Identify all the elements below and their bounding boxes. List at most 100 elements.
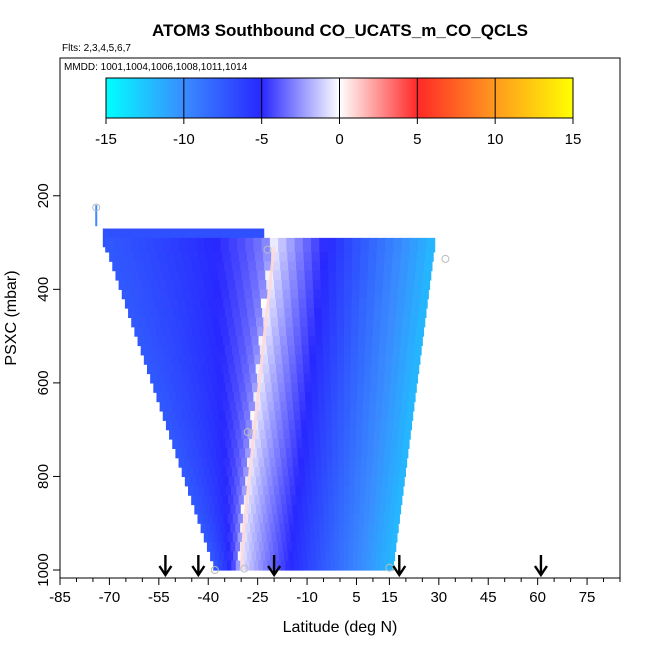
heatmap-cell [321, 476, 329, 487]
heatmap-cell [150, 308, 159, 318]
heatmap-cell [240, 392, 248, 403]
heatmap-cell [238, 251, 248, 262]
heatmap-cell [282, 467, 289, 478]
heatmap-cell [294, 523, 300, 534]
heatmap-cell [223, 429, 230, 440]
heatmap-cell [395, 504, 402, 515]
heatmap-cell [364, 345, 373, 356]
heatmap-cell [285, 560, 291, 571]
heatmap-cell [327, 485, 334, 496]
heatmap-cell [320, 261, 329, 272]
heatmap-cell [401, 448, 409, 459]
heatmap-cell [316, 551, 322, 562]
heatmap-cell [157, 279, 166, 290]
heatmap-cell [195, 392, 203, 403]
heatmap-cell [251, 336, 260, 347]
heatmap-cell [409, 237, 419, 253]
heatmap-cell [256, 410, 264, 421]
heatmap-cell [336, 270, 345, 281]
heatmap-cell [272, 261, 281, 272]
heatmap-cell [217, 345, 226, 356]
heatmap-cell [388, 523, 394, 534]
heatmap-cell [162, 237, 172, 253]
heatmap-cell [396, 382, 404, 393]
heatmap-cell [376, 382, 384, 393]
heatmap-cell [357, 354, 366, 365]
heatmap-cell [390, 448, 397, 459]
heatmap-cell [353, 541, 359, 552]
heatmap-cell [283, 513, 289, 524]
heatmap-cell [115, 270, 124, 281]
heatmap-cell [210, 551, 216, 562]
heatmap-cell [343, 513, 350, 524]
heatmap-cell [204, 504, 211, 515]
heatmap-cell [403, 308, 412, 318]
heatmap-cell [420, 289, 429, 300]
heatmap-cell [222, 251, 232, 262]
heatmap-cell [215, 467, 222, 478]
heatmap-cell [225, 270, 235, 281]
heatmap-cell [248, 261, 257, 272]
heatmap-cell [406, 410, 414, 421]
heatmap-cell [207, 439, 215, 449]
heatmap-cell [202, 420, 210, 431]
heatmap-cell [265, 382, 273, 393]
heatmap-cell [302, 551, 308, 562]
heatmap-cell [264, 261, 273, 272]
heatmap-cell [348, 513, 355, 524]
heatmap-cell [299, 476, 307, 487]
heatmap-cell [385, 495, 392, 506]
heatmap-cell [178, 420, 185, 431]
heatmap-cell [185, 401, 192, 412]
heatmap-cell [283, 298, 292, 309]
heatmap-cell [259, 523, 266, 534]
x-axis: -85 -70 -55 -40 -25 -10 5 15 30 45 60 75 [49, 578, 621, 606]
heatmap-cell [319, 523, 325, 534]
heatmap-cell [329, 336, 338, 347]
heatmap-cell [405, 289, 414, 300]
heatmap-cell [317, 495, 324, 506]
heatmap-cell [207, 513, 214, 524]
heatmap-cell [259, 429, 267, 440]
heatmap-cell [232, 261, 241, 272]
heatmap-cell [328, 261, 337, 272]
heatmap-cell [367, 541, 373, 552]
heatmap-cell [221, 420, 228, 431]
heatmap-cell [408, 336, 416, 347]
heatmap-cell [382, 289, 391, 300]
heatmap-cell [220, 237, 230, 253]
heatmap-cell [362, 551, 368, 562]
heatmap-cell [377, 532, 384, 543]
heatmap-cell [328, 495, 334, 506]
heatmap-cell [140, 298, 149, 309]
heatmap-cell [359, 485, 366, 496]
heatmap-cell [203, 532, 210, 543]
heatmap-cell [343, 448, 351, 459]
heatmap-cell [259, 467, 267, 478]
heatmap-cell [264, 420, 271, 431]
heatmap-cell [225, 439, 233, 449]
heatmap-cell [344, 237, 353, 253]
heatmap-cell [330, 392, 339, 403]
heatmap-cell [384, 513, 390, 524]
heatmap-cell [214, 364, 223, 375]
heatmap-cell [351, 270, 361, 281]
heatmap-cell [133, 251, 143, 262]
heatmap-cell [160, 289, 169, 300]
colorbar-tick-label: -15 [95, 131, 117, 148]
heatmap-cell [349, 457, 356, 468]
heatmap-cell [374, 420, 382, 431]
heatmap-cell [413, 279, 423, 290]
colorbar-tick-label: 10 [487, 131, 504, 148]
colorbar-tick-label: -10 [173, 131, 195, 148]
heatmap-cell [329, 551, 336, 562]
heatmap-cell [184, 476, 191, 487]
heatmap-cell [260, 551, 267, 562]
heatmap-cell [384, 373, 392, 384]
heatmap-cell [293, 467, 300, 478]
heatmap-cell [393, 476, 400, 487]
heatmap-cell [296, 541, 302, 552]
heatmap-cell [280, 560, 286, 571]
heatmap-cell [216, 541, 222, 552]
heatmap-cell [290, 289, 299, 300]
